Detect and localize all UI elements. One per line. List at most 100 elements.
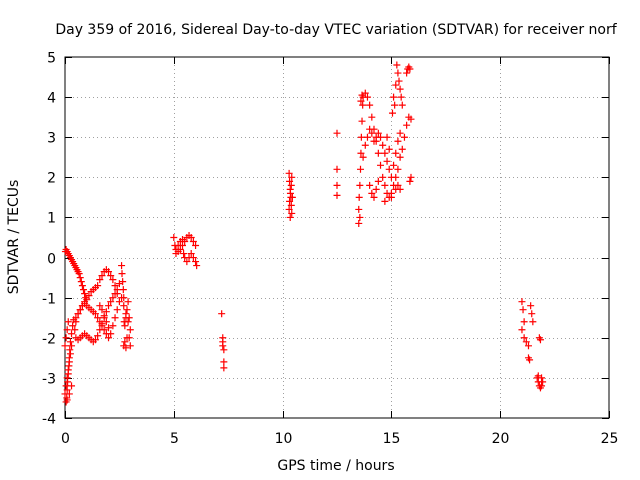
data-point	[68, 382, 76, 390]
data-point	[398, 101, 406, 109]
x-tick-label: 0	[61, 431, 70, 447]
data-point	[105, 324, 113, 332]
y-tick-label: -2	[42, 332, 56, 348]
data-point	[538, 382, 546, 390]
data-point	[333, 191, 341, 199]
data-point	[61, 342, 69, 350]
data-point	[396, 85, 404, 93]
data-point	[383, 133, 391, 141]
data-point	[407, 115, 415, 123]
y-tick-label: -1	[42, 292, 56, 308]
data-point	[355, 219, 363, 227]
data-point	[286, 197, 294, 205]
data-point	[82, 294, 90, 302]
data-point	[518, 326, 526, 334]
data-point	[107, 272, 115, 280]
data-point	[68, 342, 76, 350]
data-point	[286, 177, 294, 185]
data-point	[170, 234, 178, 241]
data-point	[518, 298, 526, 306]
data-point	[187, 234, 195, 241]
data-point	[126, 342, 134, 350]
data-point	[75, 270, 83, 278]
y-tick-label: -3	[42, 372, 56, 388]
data-point	[220, 346, 228, 354]
data-point	[333, 165, 341, 173]
data-point	[220, 364, 228, 372]
data-point	[534, 372, 542, 380]
y-tick-label: 5	[47, 51, 56, 67]
data-point	[63, 396, 71, 404]
data-point	[356, 213, 364, 221]
y-axis-label: SDTVAR / TECUs	[6, 180, 22, 295]
x-tick-label: 15	[383, 431, 401, 447]
data-point	[356, 181, 364, 189]
data-point	[357, 165, 365, 173]
data-point	[395, 77, 403, 85]
data-point	[288, 209, 296, 217]
data-point	[379, 173, 387, 181]
data-point	[357, 149, 365, 157]
data-point	[79, 286, 87, 294]
data-point	[406, 65, 414, 73]
data-point	[192, 242, 200, 250]
data-points	[61, 61, 547, 406]
data-point	[63, 386, 71, 394]
data-point	[383, 157, 391, 165]
data-point	[377, 133, 385, 141]
data-point	[109, 276, 117, 284]
data-point	[520, 334, 528, 342]
data-point	[381, 197, 389, 205]
data-point	[118, 270, 126, 278]
data-point	[98, 320, 106, 328]
data-point	[403, 121, 411, 129]
data-point	[392, 81, 400, 89]
data-point	[113, 286, 121, 294]
data-point	[96, 326, 104, 334]
data-point	[355, 193, 363, 201]
data-point	[176, 238, 184, 246]
data-point	[220, 358, 228, 366]
data-point	[125, 334, 133, 342]
data-point	[219, 338, 227, 346]
data-point	[180, 250, 188, 258]
data-point	[366, 101, 374, 109]
data-point	[76, 306, 84, 314]
data-point	[105, 302, 113, 310]
data-point	[286, 189, 294, 197]
data-point	[63, 374, 71, 382]
data-point	[285, 169, 293, 177]
y-tick-label: 3	[47, 131, 56, 147]
data-point	[119, 286, 127, 294]
data-point	[109, 294, 117, 302]
data-point	[174, 242, 182, 250]
data-point	[64, 318, 72, 326]
data-point	[394, 137, 402, 145]
data-point	[363, 133, 371, 141]
data-point	[287, 181, 295, 189]
data-point	[124, 298, 132, 306]
y-tick-label: 4	[47, 91, 56, 107]
data-point	[370, 137, 378, 145]
data-point	[358, 117, 366, 125]
data-point	[387, 193, 395, 201]
data-point	[394, 181, 402, 189]
data-point	[94, 332, 102, 340]
data-point	[287, 201, 295, 209]
data-point	[527, 302, 535, 310]
data-point	[113, 306, 121, 314]
data-point	[111, 314, 119, 322]
data-point	[394, 69, 402, 77]
data-point	[519, 306, 527, 314]
data-point	[288, 193, 296, 201]
data-point	[183, 258, 191, 266]
data-point	[98, 306, 106, 314]
data-point	[66, 338, 74, 346]
data-point	[368, 129, 376, 137]
chart-title: Day 359 of 2016, Sidereal Day-to-day VTE…	[55, 22, 617, 38]
data-point	[391, 101, 399, 109]
y-tick-label: 2	[47, 171, 56, 187]
data-point	[192, 258, 200, 266]
